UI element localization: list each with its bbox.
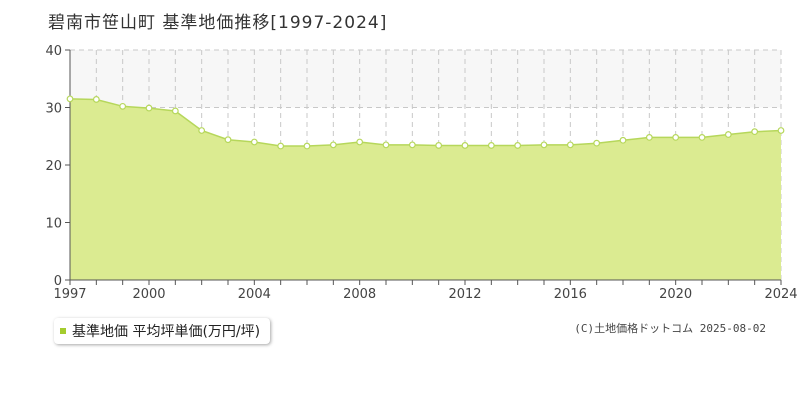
credit-text: (C)土地価格ドットコム 2025-08-02 bbox=[574, 322, 766, 335]
y-tick-label: 0 bbox=[54, 274, 62, 289]
data-point bbox=[303, 142, 311, 150]
legend: 基準地価 平均坪単価(万円/坪) bbox=[54, 318, 271, 344]
data-point bbox=[751, 128, 759, 136]
data-point bbox=[487, 142, 495, 149]
data-point bbox=[777, 127, 785, 134]
x-tick-label: 2004 bbox=[238, 287, 271, 302]
data-point bbox=[724, 131, 732, 138]
data-point bbox=[619, 136, 627, 144]
data-point bbox=[408, 141, 416, 149]
y-tick-label: 30 bbox=[45, 102, 62, 117]
data-point bbox=[329, 141, 337, 149]
data-point bbox=[198, 127, 206, 134]
data-point bbox=[461, 142, 469, 149]
x-tick-label: 2020 bbox=[659, 287, 692, 302]
data-point bbox=[250, 138, 258, 146]
data-point bbox=[119, 102, 127, 110]
data-point bbox=[566, 141, 574, 149]
legend-label: 基準地価 平均坪単価(万円/坪) bbox=[72, 324, 261, 340]
data-point bbox=[698, 133, 706, 141]
data-point bbox=[224, 136, 232, 144]
data-point bbox=[540, 141, 548, 149]
data-point bbox=[514, 142, 522, 149]
upper-band bbox=[70, 50, 781, 108]
data-point bbox=[593, 139, 601, 147]
series-area bbox=[70, 98, 781, 281]
data-point bbox=[277, 142, 285, 150]
data-point bbox=[145, 104, 153, 112]
data-point bbox=[92, 96, 100, 103]
x-tick-label: 2000 bbox=[132, 287, 165, 302]
chart-title: 碧南市笹山町 基準地価推移[1997-2024] bbox=[48, 13, 388, 33]
series-line bbox=[69, 98, 782, 147]
data-point bbox=[645, 133, 653, 141]
marker-layer bbox=[66, 95, 785, 150]
data-point bbox=[382, 141, 390, 149]
x-tick-label: 1997 bbox=[53, 287, 86, 302]
tick-label-layer: 0 10 20 30 40 1997 2000 2004 2008 2012 2016 2020 202… bbox=[45, 44, 797, 302]
data-point bbox=[672, 133, 680, 141]
y-tick-label: 10 bbox=[45, 217, 62, 232]
y-tick-label: 40 bbox=[45, 44, 62, 59]
legend-swatch bbox=[60, 328, 66, 334]
data-point bbox=[171, 107, 179, 115]
x-tick-label: 2016 bbox=[554, 287, 587, 302]
x-tick-label: 2024 bbox=[764, 287, 797, 302]
axis-layer bbox=[65, 49, 782, 285]
area-layer bbox=[69, 98, 782, 281]
upper-band-layer bbox=[70, 50, 781, 108]
y-tick-label: 20 bbox=[45, 159, 62, 174]
x-tick-label: 2008 bbox=[343, 287, 376, 302]
x-tick-label: 2012 bbox=[448, 287, 481, 302]
data-point bbox=[435, 142, 443, 149]
data-point bbox=[66, 95, 74, 103]
data-point bbox=[356, 138, 364, 146]
